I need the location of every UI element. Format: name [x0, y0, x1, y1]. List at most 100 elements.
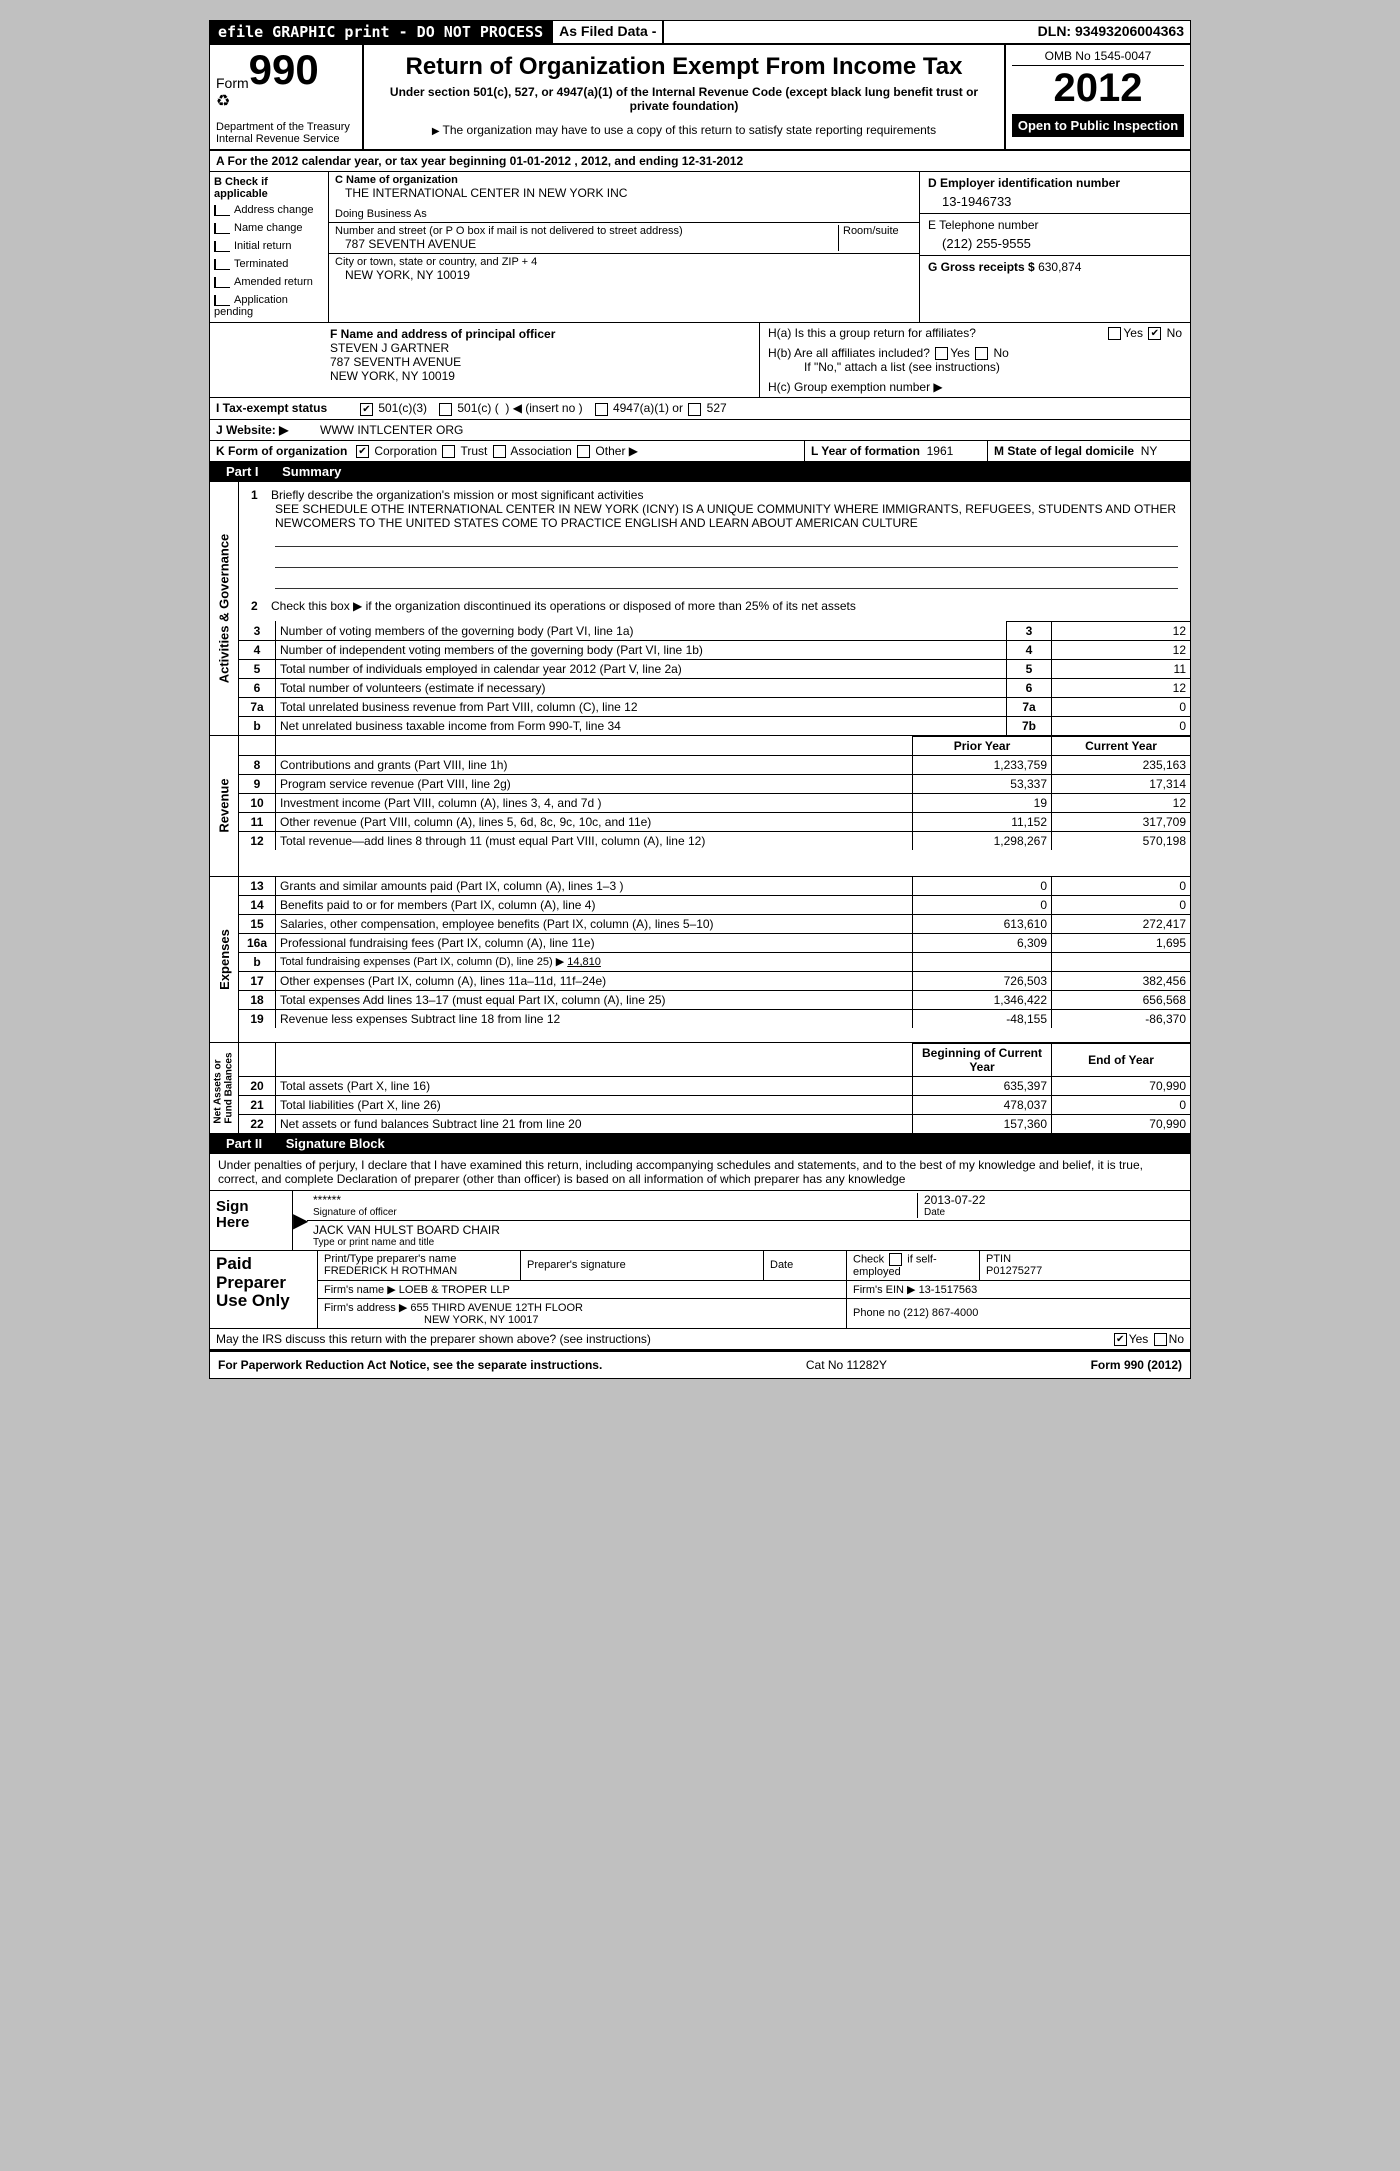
- hb-no[interactable]: [975, 347, 988, 360]
- omb-number: OMB No 1545-0047: [1012, 49, 1184, 66]
- f-label: F Name and address of principal officer: [330, 327, 751, 341]
- dln-label: DLN:: [1038, 23, 1071, 39]
- k-trust[interactable]: [442, 445, 455, 458]
- ptin-value: P01275277: [986, 1265, 1184, 1277]
- sign-arrow-icon: ▶: [292, 1191, 307, 1250]
- ha-no[interactable]: ✔: [1148, 327, 1161, 340]
- officer-name: JACK VAN HULST BOARD CHAIR: [313, 1223, 1184, 1237]
- g-receipts-label: G Gross receipts $: [928, 260, 1035, 274]
- signature-date: 2013-07-22: [924, 1193, 1184, 1207]
- footer-right: Form 990 (2012): [1091, 1358, 1182, 1372]
- ha-yes[interactable]: [1108, 327, 1121, 340]
- discuss-no[interactable]: [1154, 1333, 1167, 1346]
- chk-terminated[interactable]: [214, 259, 230, 270]
- k-other[interactable]: [577, 445, 590, 458]
- i-501c[interactable]: [439, 403, 452, 416]
- row-a-tax-year: A For the 2012 calendar year, or tax yea…: [210, 151, 1190, 172]
- top-bar: efile GRAPHIC print - DO NOT PROCESS As …: [210, 21, 1190, 45]
- perjury-text: Under penalties of perjury, I declare th…: [210, 1154, 1190, 1191]
- discuss-yes[interactable]: ✔: [1114, 1333, 1127, 1346]
- header-center: Return of Organization Exempt From Incom…: [364, 45, 1006, 149]
- room-suite-label: Room/suite: [839, 225, 913, 251]
- block-f-h: F Name and address of principal officer …: [210, 323, 1190, 398]
- tax-year: 2012: [1012, 66, 1184, 110]
- net-assets-table: Beginning of Current YearEnd of Year 20T…: [239, 1043, 1190, 1133]
- signature-block: Under penalties of perjury, I declare th…: [210, 1154, 1190, 1352]
- f-officer-city: NEW YORK, NY 10019: [330, 369, 751, 383]
- e-phone-label: E Telephone number: [928, 218, 1182, 232]
- paid-preparer-row: Paid Preparer Use Only Print/Type prepar…: [210, 1251, 1190, 1329]
- d-ein-value: 13-1946733: [928, 190, 1182, 209]
- footer-center: Cat No 11282Y: [806, 1358, 887, 1372]
- street-label: Number and street (or P O box if mail is…: [335, 225, 834, 237]
- row-j: J Website: ▶ WWW INTLCENTER ORG: [210, 420, 1190, 441]
- as-filed-label: As Filed Data -: [553, 21, 664, 43]
- mission-text: SEE SCHEDULE OTHE INTERNATIONAL CENTER I…: [251, 502, 1178, 530]
- vtab-net-assets: Net Assets orFund Balances: [210, 1043, 239, 1133]
- header-right: OMB No 1545-0047 2012 Open to Public Ins…: [1006, 45, 1190, 149]
- recycle-icon: ♻: [216, 91, 356, 111]
- dln-cell: DLN: 93493206004363: [1032, 21, 1190, 43]
- part-1-bar: Part I Summary: [210, 462, 1190, 482]
- firm-address-2: NEW YORK, NY 10017: [324, 1314, 840, 1326]
- city-value: NEW YORK, NY 10019: [335, 268, 913, 282]
- g-receipts-value: 630,874: [1038, 260, 1081, 274]
- org-name: THE INTERNATIONAL CENTER IN NEW YORK INC: [335, 186, 913, 200]
- dln-value: 93493206004363: [1075, 23, 1184, 39]
- revenue-section: Revenue Prior YearCurrent Year 8Contribu…: [210, 736, 1190, 877]
- form-990-page: efile GRAPHIC print - DO NOT PROCESS As …: [209, 20, 1191, 1379]
- row-klm: K Form of organization ✔ Corporation Tru…: [210, 441, 1190, 462]
- chk-name-change[interactable]: [214, 223, 230, 234]
- column-h: H(a) Is this a group return for affiliat…: [760, 323, 1190, 397]
- expenses-table: 13Grants and similar amounts paid (Part …: [239, 877, 1190, 1028]
- sign-here-label: Sign Here: [210, 1191, 292, 1250]
- row-i: I Tax-exempt status ✔ 501(c)(3) 501(c) (…: [210, 398, 1190, 419]
- hb-yes[interactable]: [935, 347, 948, 360]
- h-b-row: H(b) Are all affiliates included? Yes No…: [760, 343, 1190, 377]
- preparer-name: FREDERICK H ROTHMAN: [324, 1265, 514, 1277]
- column-d-to-g: D Employer identification number 13-1946…: [920, 172, 1190, 322]
- b-label: B Check if applicable: [214, 176, 324, 200]
- f-officer-street: 787 SEVENTH AVENUE: [330, 355, 751, 369]
- chk-pending[interactable]: [214, 295, 230, 306]
- firm-ein: 13-1517563: [919, 1284, 978, 1296]
- dba-label: Doing Business As: [335, 208, 913, 220]
- i-options: ✔ 501(c)(3) 501(c) ( ) ◀ (insert no ) 49…: [352, 398, 1190, 418]
- page-footer: For Paperwork Reduction Act Notice, see …: [210, 1352, 1190, 1378]
- chk-initial-return[interactable]: [214, 241, 230, 252]
- form-word: Form: [216, 75, 249, 91]
- revenue-table: Prior YearCurrent Year 8Contributions an…: [239, 736, 1190, 850]
- e-phone-value: (212) 255-9555: [928, 232, 1182, 251]
- h-a-row: H(a) Is this a group return for affiliat…: [760, 323, 1190, 343]
- header-left: Form 990 ♻ Department of the Treasury In…: [210, 45, 364, 149]
- column-f: F Name and address of principal officer …: [210, 323, 760, 397]
- firm-address-1: 655 THIRD AVENUE 12TH FLOOR: [410, 1302, 583, 1314]
- expenses-section: Expenses 13Grants and similar amounts pa…: [210, 877, 1190, 1043]
- website-value: WWW INTLCENTER ORG: [314, 420, 1190, 440]
- form-note: The organization may have to use a copy …: [370, 123, 998, 137]
- i-4947[interactable]: [595, 403, 608, 416]
- form-title: Return of Organization Exempt From Incom…: [370, 53, 998, 81]
- column-b-checkboxes: B Check if applicable Address change Nam…: [210, 172, 329, 322]
- net-assets-section: Net Assets orFund Balances Beginning of …: [210, 1043, 1190, 1134]
- form-number: 990: [249, 49, 319, 91]
- i-527[interactable]: [688, 403, 701, 416]
- footer-left: For Paperwork Reduction Act Notice, see …: [218, 1358, 602, 1372]
- column-c: C Name of organization THE INTERNATIONAL…: [329, 172, 920, 322]
- f-officer-name: STEVEN J GARTNER: [330, 341, 751, 355]
- officer-signature: ******: [313, 1193, 917, 1207]
- k-form-org: K Form of organization ✔ Corporation Tru…: [210, 441, 804, 461]
- k-assoc[interactable]: [493, 445, 506, 458]
- k-corp[interactable]: ✔: [356, 445, 369, 458]
- activities-section: Activities & Governance 1Briefly describ…: [210, 482, 1190, 736]
- chk-address-change[interactable]: [214, 205, 230, 216]
- sign-here-row: Sign Here ▶ ****** Signature of officer …: [210, 1191, 1190, 1251]
- firm-phone: (212) 867-4000: [903, 1307, 978, 1319]
- part-2-bar: Part II Signature Block: [210, 1134, 1190, 1154]
- open-to-public-box: Open to Public Inspection: [1012, 114, 1184, 137]
- preparer-table: Print/Type preparer's name FREDERICK H R…: [317, 1251, 1190, 1328]
- self-employed-check[interactable]: [889, 1253, 902, 1266]
- chk-amended[interactable]: [214, 277, 230, 288]
- i-501c3[interactable]: ✔: [360, 403, 373, 416]
- efile-graphic-label: efile GRAPHIC print - DO NOT PROCESS: [210, 21, 553, 43]
